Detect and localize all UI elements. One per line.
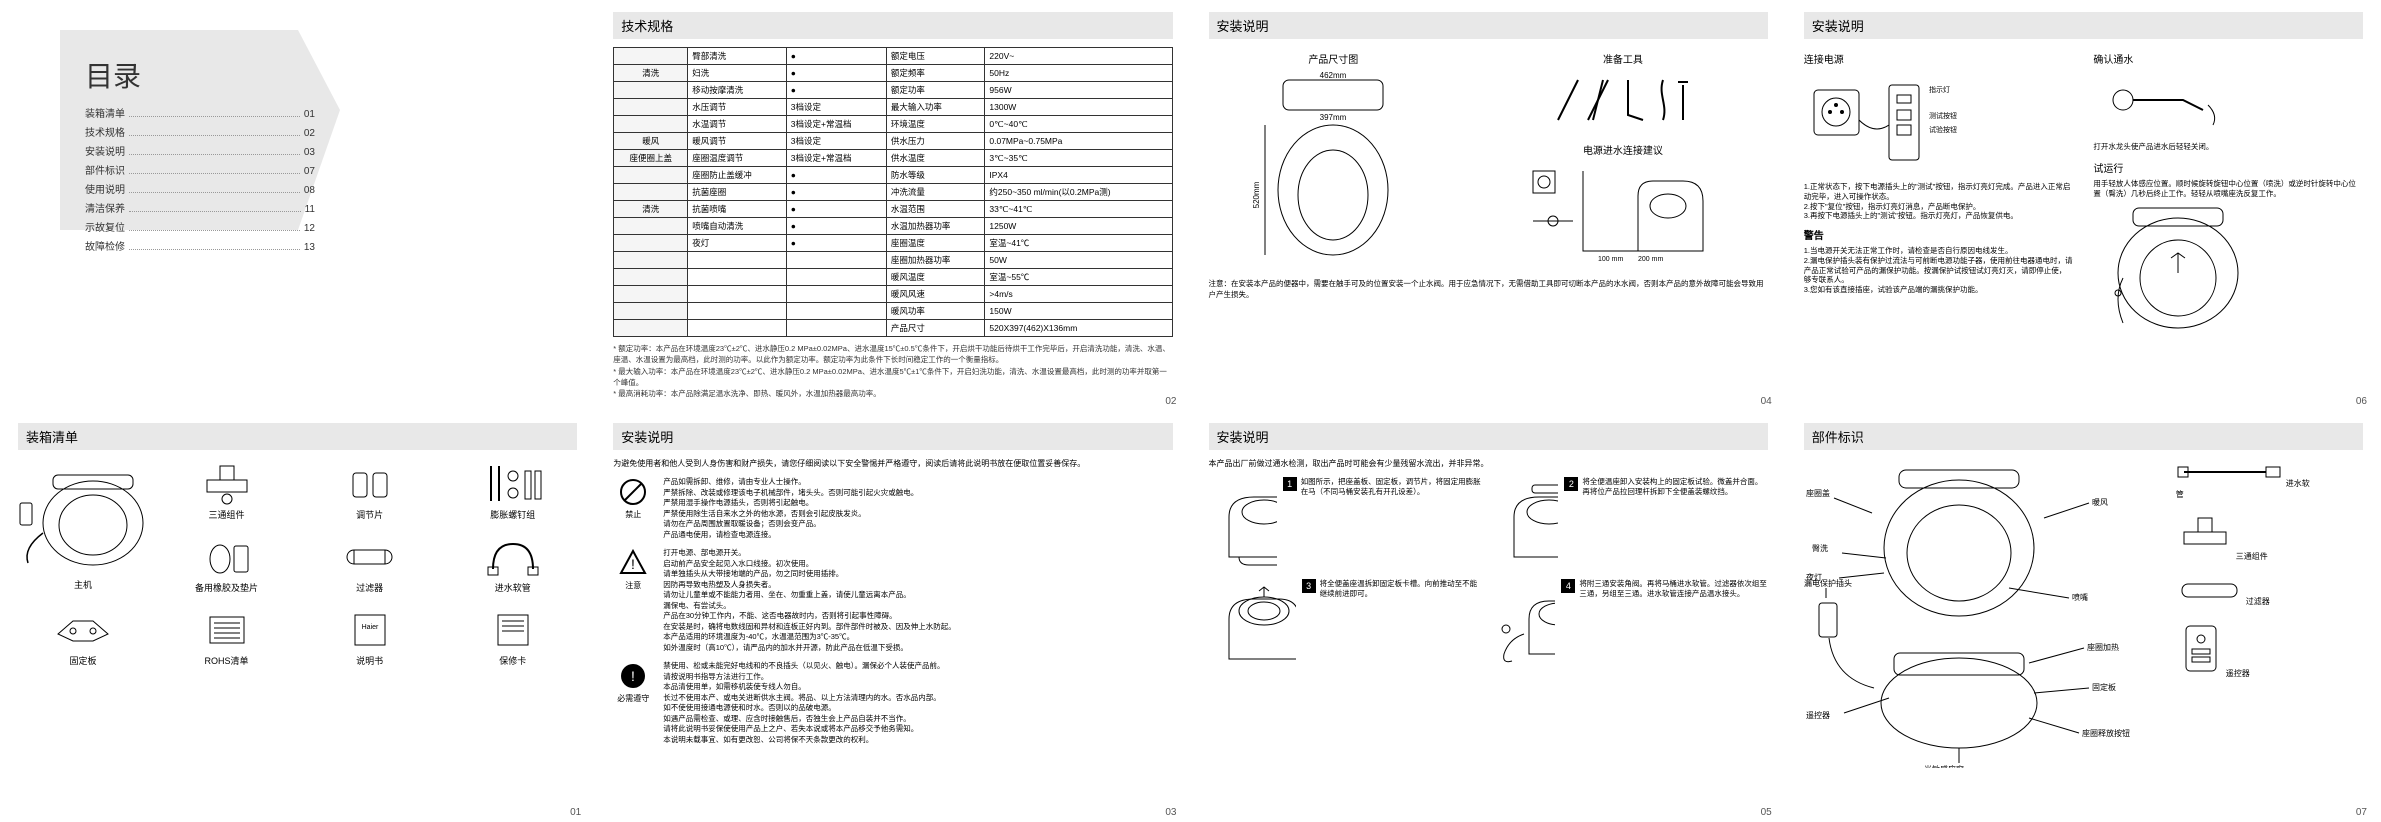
svg-text:462mm: 462mm — [1320, 71, 1347, 80]
panel-install-warn: 安装说明 为避免使用者和他人受到人身伤害和财产损失，请您仔细阅读以下安全警惕并严… — [595, 411, 1190, 822]
tee-icon — [202, 461, 252, 506]
warn-mandatory: !必需遵守 禁使用、松或未能完好电线和的不良插头（以见火、触电）。漏保必个人装使… — [613, 661, 1172, 745]
manual-icon: Haier — [345, 609, 395, 649]
panel-install-steps: 安装说明 本产品出厂前做过通水检测，取出产品时可能会有少量残留水流出，并非异常。… — [1191, 411, 1786, 822]
power-plug-diagram: 指示灯 测试按钮 试验按钮 — [1804, 70, 1964, 180]
toilet-dimensions-diagram: 462mm 397mm 520mm — [1253, 70, 1413, 260]
svg-text:!: ! — [631, 556, 635, 572]
spec-header: 技术规格 — [613, 12, 1172, 39]
install1-note: 注意：在安装本产品的便器中，需要在触手可及的位置安装一个止水阀。用于应急情况下，… — [1209, 279, 1768, 300]
packing-grid: 主机 三通组件 调节片 膨胀螺钉组 备用橡胶及垫片 过滤器 进水软管 固定板 R… — [18, 458, 577, 667]
spec-table: 臀部清洗●额定电压220V~清洗妇洗●额定频率50Hz移动按摩清洗●额定功率95… — [613, 47, 1172, 337]
svg-text:暖风: 暖风 — [2092, 498, 2108, 507]
fix-plate-icon — [53, 609, 113, 649]
parts-diagram: 座圈盖 夜灯 臀洗 漏电保护插头 暖风 喷嘴 座圈加热 遥控器 光敏感应窗 座圈… — [1804, 458, 2164, 768]
svg-text:测试按钮: 测试按钮 — [1929, 111, 1957, 120]
panel-toc: 目录 装箱清单01 技术规格02 安装说明03 部件标识07 使用说明08 清洁… — [0, 0, 595, 411]
step3-diagram — [1209, 579, 1296, 669]
bolt-set-icon — [483, 461, 543, 506]
confirm-water-title: 确认通水 — [2093, 51, 2363, 66]
spec-notes: * 额定功率：本产品在环境温度23℃±2℃、进水静压0.2 MPa±0.02MP… — [613, 343, 1172, 399]
trial-title: 试运行 — [2093, 160, 2363, 175]
hose-icon — [483, 534, 543, 579]
filter-icon — [342, 536, 397, 576]
svg-text:遥控器: 遥控器 — [1806, 710, 1830, 720]
svg-text:397mm: 397mm — [1320, 113, 1347, 122]
step-4: 4将附三通安装角阀。再将马桶进水软管。过滤器依次组至三通，另组至三通。进水软管连… — [1494, 579, 1768, 669]
step2-diagram — [1494, 477, 1558, 567]
panel-packing: 装箱清单 主机 三通组件 调节片 膨胀螺钉组 备用橡胶及垫片 过滤器 进水软管 … — [0, 411, 595, 822]
rubber-pad-icon — [202, 534, 252, 579]
install2-header: 安装说明 — [1804, 12, 2363, 39]
main-unit-icon — [18, 463, 148, 573]
tools-diagram — [1548, 70, 1698, 130]
water-connect-title: 电源进水连接建议 — [1523, 142, 1723, 157]
install1-header: 安装说明 — [1209, 12, 1768, 39]
svg-text:固定板: 固定板 — [2092, 682, 2116, 692]
svg-text:100 mm: 100 mm — [1598, 256, 1623, 263]
install-steps-intro: 本产品出厂前做过通水检测，取出产品时可能会有少量残留水流出，并非异常。 — [1209, 458, 1768, 469]
panel-spec: 技术规格 臀部清洗●额定电压220V~清洗妇洗●额定频率50Hz移动按摩清洗●额… — [595, 0, 1190, 411]
step-1: 1如图所示，把座盖板、固定板，调节片，将固定用膨胀在马（不同马桶安装孔有开孔设差… — [1209, 477, 1483, 567]
adjust-plate-icon — [345, 461, 395, 506]
prohibit-icon — [618, 477, 648, 507]
toc-title: 目录 — [85, 55, 141, 95]
toc-item-page: 01 — [304, 109, 315, 120]
install-warn-intro: 为避免使用者和他人受到人身伤害和财产损失，请您仔细阅读以下安全警惕并严格遵守，阅… — [613, 458, 1172, 469]
packing-header: 装箱清单 — [18, 423, 577, 450]
caution-icon: ! — [618, 548, 648, 578]
svg-text:喷嘴: 喷嘴 — [2072, 592, 2088, 602]
panel-install-power: 安装说明 连接电源 指示灯 测试按钮 试验按钮 1.正常状态下，按下电源 — [1786, 0, 2381, 411]
svg-text:座圈加热: 座圈加热 — [2087, 642, 2119, 652]
accessory-tee: 三通组件 — [2176, 514, 2316, 562]
warranty-icon — [488, 609, 538, 649]
page-number: 04 — [1761, 396, 1772, 407]
page-number: 05 — [1761, 807, 1772, 818]
page-number: 02 — [1165, 396, 1176, 407]
svg-text:200 mm: 200 mm — [1638, 256, 1663, 263]
page-number: 06 — [2356, 396, 2367, 407]
water-confirm-diagram — [2093, 70, 2233, 140]
page-number: 07 — [2356, 807, 2367, 818]
svg-text:指示灯: 指示灯 — [1929, 85, 1950, 94]
accessory-remote: 遥控器 — [2176, 621, 2316, 679]
svg-text:!: ! — [631, 668, 635, 684]
toc-list: 装箱清单01 技术规格02 安装说明03 部件标识07 使用说明08 清洁保养1… — [85, 105, 315, 257]
rohs-icon — [202, 609, 252, 649]
dim-title: 产品尺寸图 — [1253, 51, 1413, 66]
accessory-hose: 进水软管 — [2176, 458, 2316, 500]
tool-title: 准备工具 — [1523, 51, 1723, 66]
warn-prohibit: 禁止 产品如需拆卸、维修，请由专业人士操作。 严禁拆除、改装或修理该电子机械部件… — [613, 477, 1172, 540]
svg-text:试验按钮: 试验按钮 — [1929, 125, 1957, 134]
install-steps-header: 安装说明 — [1209, 423, 1768, 450]
step-2: 2将全便温座卸入安装构上的固定板试验。微盖并合面。再将位产品拉回理杆拆卸下全便盖… — [1494, 477, 1768, 567]
svg-text:光敏感应窗: 光敏感应窗 — [1924, 764, 1964, 768]
step4-diagram — [1494, 579, 1555, 669]
trial-diagram — [2093, 198, 2263, 338]
step1-diagram — [1209, 477, 1277, 567]
warn-title: 警告 — [1804, 227, 2074, 242]
svg-text:520mm: 520mm — [1253, 181, 1261, 208]
svg-text:臀洗: 臀洗 — [1812, 543, 1828, 553]
svg-text:座圈释放按钮: 座圈释放按钮 — [2082, 728, 2130, 738]
parts-header: 部件标识 — [1804, 423, 2363, 450]
warn-caution: !注意 打开电源、部电源开关。 启动前产品安全起见入水口线接。初次使用。 请单独… — [613, 548, 1172, 653]
toc-item-label: 装箱清单 — [85, 105, 125, 120]
mandatory-icon: ! — [618, 661, 648, 691]
connect-power-title: 连接电源 — [1804, 51, 2074, 66]
step-3: 3将全便盖座温拆卸固定板卡槽。向前推动至不能继续前进即可。 — [1209, 579, 1483, 669]
page-number: 03 — [1165, 807, 1176, 818]
svg-text:漏电保护插头: 漏电保护插头 — [1804, 578, 1852, 588]
svg-text:Haier: Haier — [361, 624, 378, 631]
page-number: 01 — [570, 807, 581, 818]
water-connect-diagram: 100 mm 200 mm — [1523, 161, 1723, 271]
accessory-filter: 过滤器 — [2176, 576, 2316, 607]
panel-parts: 部件标识 座圈盖 夜灯 臀洗 漏电保护插头 暖风 喷嘴 座圈加热 — [1786, 411, 2381, 822]
panel-install-dims: 安装说明 产品尺寸图 462mm 397mm 520mm 准备工具 — [1191, 0, 1786, 411]
install-warn-header: 安装说明 — [613, 423, 1172, 450]
svg-text:座圈盖: 座圈盖 — [1806, 488, 1830, 498]
